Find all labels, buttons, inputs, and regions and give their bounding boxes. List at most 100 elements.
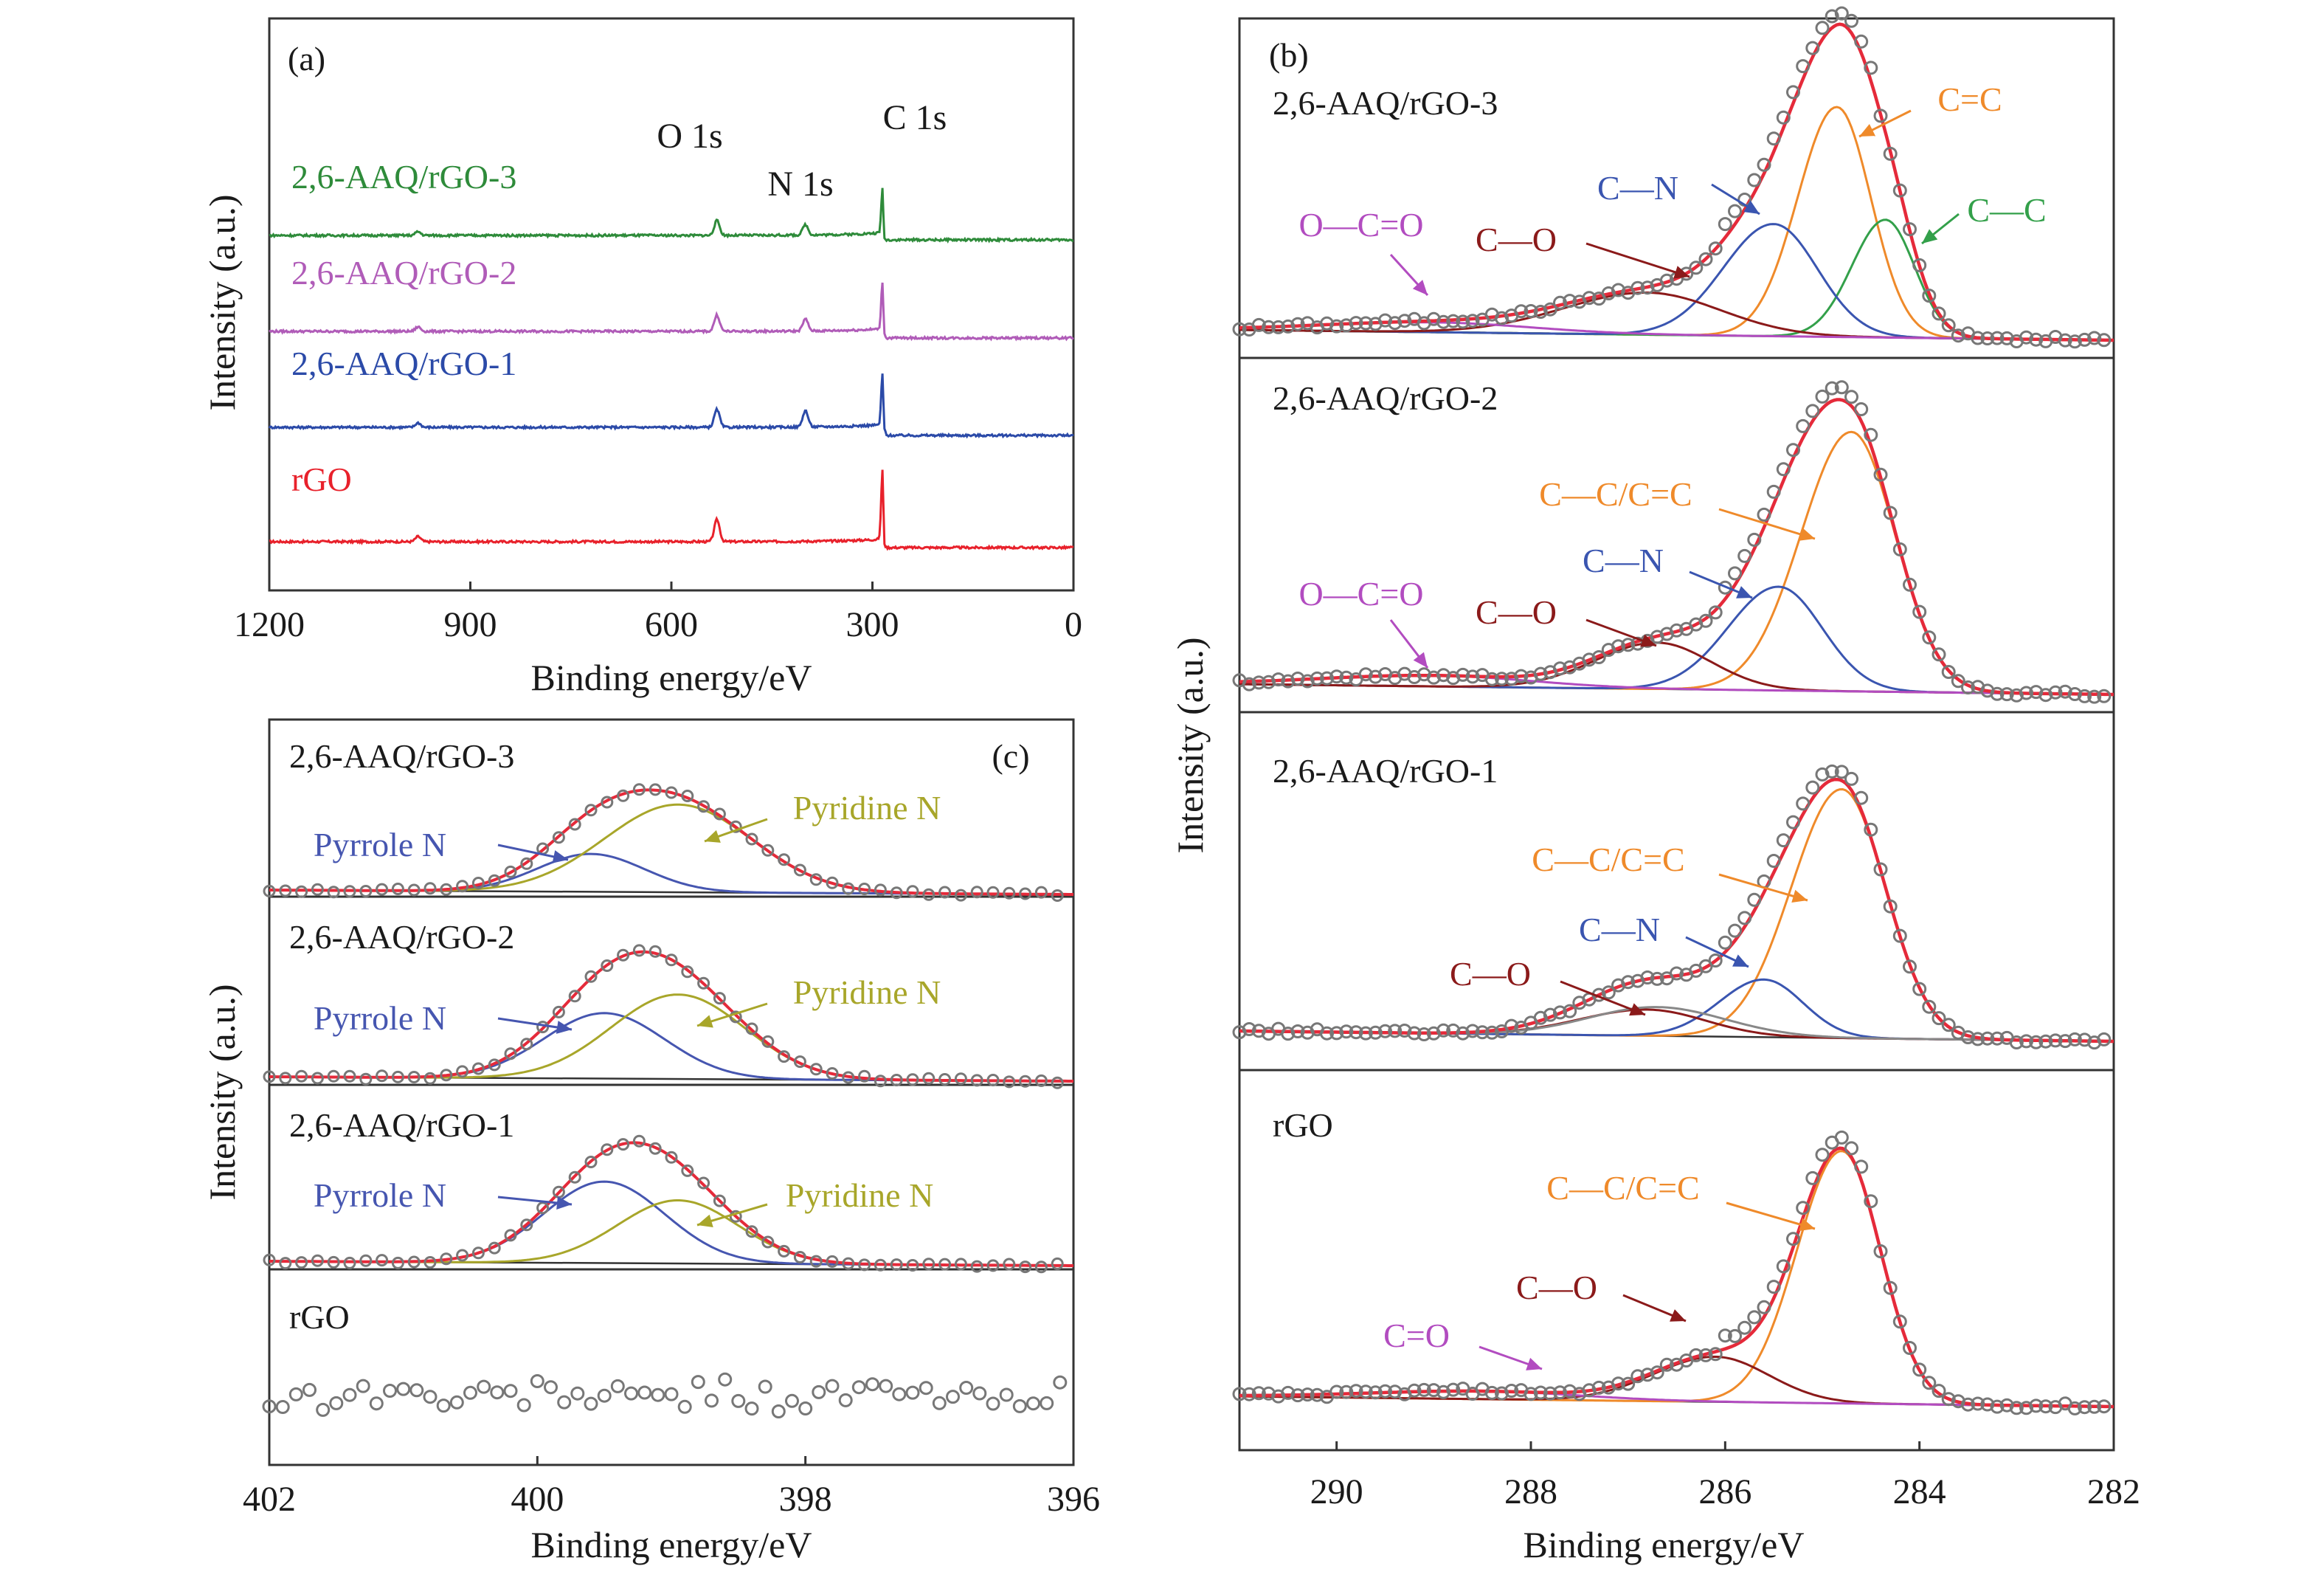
panel-b-data-point <box>1708 953 1723 968</box>
panel-b-data-point <box>1650 630 1664 644</box>
panel-b-data-point <box>1854 34 1869 49</box>
panel-b-annotation-arrow-line <box>1726 1201 1816 1230</box>
panel-b-data-point <box>2078 1032 2092 1047</box>
panel-c-data-point <box>793 1251 806 1263</box>
panel-b-data-point <box>1834 1130 1849 1145</box>
panel-b-data-point <box>1640 970 1655 984</box>
panel-b-data-point <box>1436 314 1450 329</box>
panel-c-component-label: Pyrrole N <box>314 999 446 1037</box>
panel-b-data-point <box>1563 294 1577 308</box>
panel-b-data-point <box>1407 670 1422 684</box>
panel-c-data-point <box>456 1065 469 1078</box>
panel-b-data-point <box>1980 1031 1995 1046</box>
panel-b-xtick-label: 286 <box>1698 1472 1751 1511</box>
panel-b-component-label: C—O <box>1450 955 1531 993</box>
panel-b-data-point <box>1747 1310 1762 1325</box>
panel-b-data-point <box>1766 484 1781 499</box>
panel-c-sample-label: 2,6-AAQ/rGO-3 <box>289 737 514 775</box>
panel-b-data-point <box>2029 1035 2044 1049</box>
panel-c-data-point <box>471 1246 485 1260</box>
panel-c-data-point <box>536 1201 550 1215</box>
panel-b-data-point <box>1883 146 1898 161</box>
panel-c-data-point <box>851 1380 866 1395</box>
panel-b-data-point <box>1825 381 1839 396</box>
panel-c-data-point <box>665 1151 678 1164</box>
panel-c-data-point <box>744 1401 759 1416</box>
panel-b-annotation-arrow-head <box>1526 1357 1542 1370</box>
panel-c-data-point <box>391 1070 404 1083</box>
panel-b-data-point <box>1834 6 1849 21</box>
panel-c-data-point <box>858 883 871 895</box>
panel-c-data-point <box>842 882 855 895</box>
panel-b-annotation-arrow-line <box>1560 980 1646 1016</box>
panel-b-data-point <box>1465 669 1480 684</box>
panel-b-data-point <box>1864 61 1878 75</box>
panel-c-data-point <box>359 1072 373 1086</box>
panel-c-data-point <box>295 1069 308 1083</box>
panel-c-data-point <box>892 1387 907 1401</box>
panel-b-data-point <box>1873 1244 1888 1258</box>
panel-c-data-point <box>972 1386 987 1401</box>
panel-b-data-point <box>1689 1348 1704 1362</box>
panel-c-data-point <box>842 1071 855 1084</box>
panel-c-data-point <box>504 865 517 878</box>
panel-b-data-point <box>1805 1170 1820 1185</box>
panel-c-data-point <box>761 1035 775 1048</box>
panel-c-data-point <box>423 1256 437 1269</box>
panel-b-data-point <box>1873 862 1888 877</box>
panel-b-data-point <box>1514 669 1529 683</box>
panel-c-data-point <box>327 1255 340 1269</box>
panel-b-data-point <box>1708 605 1723 620</box>
panel-b-data-point <box>1242 1022 1256 1036</box>
panel-b-data-point <box>1659 1357 1674 1372</box>
panel-c-data-point <box>423 1072 437 1085</box>
panel-b-annotation-arrow-head <box>1640 634 1656 647</box>
panel-b-data-point <box>1281 1027 1296 1041</box>
panel-b-data-point <box>1776 110 1791 125</box>
panel-b-data-point <box>1232 1387 1247 1401</box>
panel-c-xtick-label: 400 <box>511 1480 564 1519</box>
panel-b-envelope-line <box>1239 777 2114 1044</box>
panel-c-data-point <box>745 1022 758 1035</box>
panel-b-data-point <box>1990 331 2005 345</box>
panel-b-data-point <box>1971 331 1985 345</box>
panel-a-label: (a) <box>288 40 325 77</box>
panel-b-data-point <box>1262 320 1276 334</box>
panel-b-data-point <box>1698 1348 1713 1362</box>
panel-b-data-point <box>1591 650 1606 664</box>
panel-c-data-point <box>946 1390 960 1404</box>
panel-b-data-point <box>1436 1023 1450 1038</box>
panel-c-annotation-arrow-head <box>705 830 721 843</box>
panel-c-data-point <box>1053 1375 1068 1390</box>
panel-b-data-point <box>1892 928 1907 943</box>
panel-b-data-point <box>1378 1384 1392 1399</box>
panel-c-data-point <box>681 790 694 802</box>
panel-c-data-point <box>409 1383 424 1398</box>
panel-b-component-label: C—O <box>1476 593 1557 631</box>
panel-c-data-point <box>449 1395 464 1410</box>
panel-c-data-point <box>295 1256 308 1269</box>
panel-b-data-point <box>1310 671 1324 686</box>
panel-a-series-line <box>269 282 1074 342</box>
panel-a-series-label: 2,6-AAQ/rGO-1 <box>291 345 516 382</box>
panel-b-data-point <box>1417 1382 1431 1397</box>
panel-c-data-point <box>665 953 678 967</box>
panel-b-data-point <box>1591 1380 1606 1395</box>
panel-c-component-label: Pyridine N <box>793 789 941 827</box>
panel-b-component-label: C—N <box>1579 911 1660 948</box>
panel-b-data-point <box>1601 985 1616 1000</box>
panel-c-data-point <box>938 1258 952 1271</box>
panel-c-data-point <box>288 1387 303 1401</box>
panel-b-data-point <box>1766 131 1781 146</box>
panel-b-data-point <box>1582 652 1597 667</box>
panel-a-ylabel: Intensity (a.u.) <box>201 195 243 411</box>
panel-b-data-point <box>1329 1384 1344 1399</box>
panel-c-data-point <box>617 1138 630 1151</box>
panel-b-annotation-arrow-head <box>1732 954 1749 967</box>
panel-b-data-point <box>1465 1024 1480 1038</box>
panel-b-data-point <box>1358 667 1373 682</box>
panel-c-data-point <box>919 1381 933 1396</box>
panel-b-data-point <box>1251 317 1266 332</box>
panel-c-data-point <box>713 992 726 1005</box>
panel-b-data-point <box>1504 1384 1519 1398</box>
